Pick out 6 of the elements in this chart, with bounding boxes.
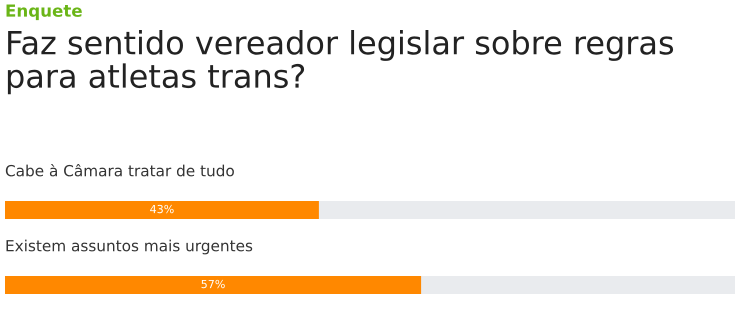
y-tick-label: Cabe à Câmara tratar de tudo	[6, 164, 234, 176]
data-label: 57%	[202, 280, 225, 288]
chart-subtitle: Enquete	[6, 4, 82, 20]
y-tick-label: Existem assuntos mais urgentes	[6, 240, 252, 254]
chart-title: Faz sentido vereador legislar sobre regras para atletas trans?	[8, 30, 674, 94]
data-label: 43%	[150, 204, 174, 214]
